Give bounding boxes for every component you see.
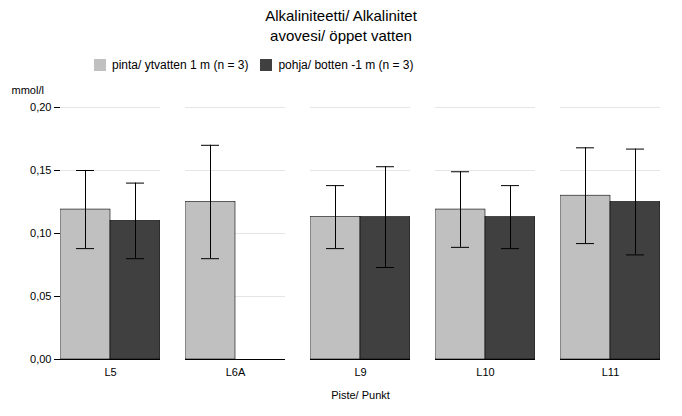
svg-text:0,10: 0,10 bbox=[30, 227, 51, 239]
html-text:pohja/ botten -1 m (n = 3): pohja/ botten -1 m (n = 3) bbox=[278, 57, 414, 72]
svg-text:0,05: 0,05 bbox=[30, 290, 51, 302]
svg-text:L9: L9 bbox=[354, 366, 366, 378]
svg-text:L5: L5 bbox=[104, 366, 116, 378]
svg-text:0,15: 0,15 bbox=[30, 164, 51, 176]
svg-text:L10: L10 bbox=[476, 366, 494, 378]
html-text:Alkaliniteetti/ Alkalinitet: Alkaliniteetti/ Alkalinitet bbox=[265, 7, 417, 24]
svg-text:Piste/ Punkt: Piste/ Punkt bbox=[331, 389, 390, 401]
svg-text:0,20: 0,20 bbox=[30, 101, 51, 113]
svg-text:0,00: 0,00 bbox=[30, 353, 51, 365]
svg-text:L6A: L6A bbox=[226, 366, 246, 378]
html-text:pinta/ ytvatten 1 m (n = 3): pinta/ ytvatten 1 m (n = 3) bbox=[112, 57, 249, 72]
svg-text:L11: L11 bbox=[602, 366, 620, 378]
html-text:avovesi/ öppet vatten: avovesi/ öppet vatten bbox=[270, 27, 412, 44]
svg-text:mmol/l: mmol/l bbox=[12, 84, 44, 96]
